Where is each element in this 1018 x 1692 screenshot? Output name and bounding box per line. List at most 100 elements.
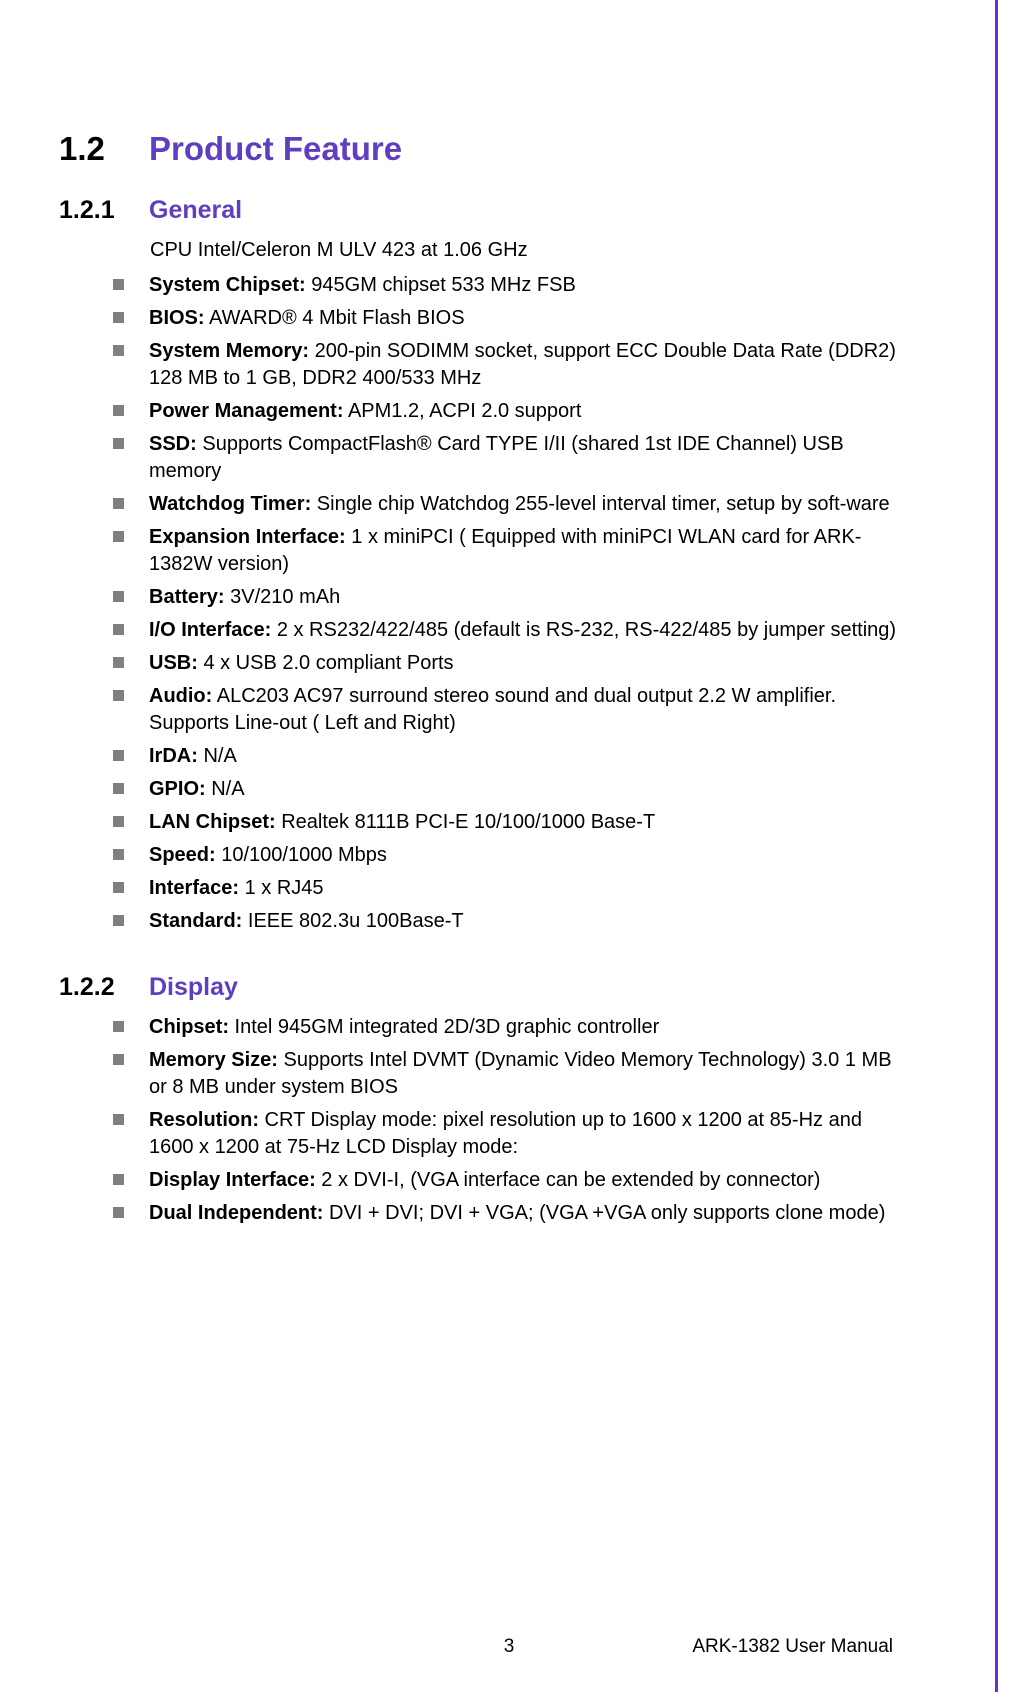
list-item-text: APM1.2, ACPI 2.0 support: [343, 400, 581, 422]
list-item: Memory Size: Supports Intel DVMT (Dynami…: [113, 1047, 910, 1101]
list-item: Audio: ALC203 AC97 surround stereo sound…: [113, 683, 910, 737]
list-item-label: Speed:: [149, 844, 216, 866]
square-bullet-icon: [113, 809, 149, 827]
list-item: Display Interface: 2 x DVI-I, (VGA inter…: [113, 1167, 910, 1194]
list-item-label: Expansion Interface:: [149, 526, 346, 548]
list-item-label: I/O Interface:: [149, 619, 271, 641]
list-item: Speed: 10/100/1000 Mbps: [113, 842, 910, 869]
list-item: Chipset: Intel 945GM integrated 2D/3D gr…: [113, 1014, 910, 1041]
list-item-body: Speed: 10/100/1000 Mbps: [149, 842, 910, 869]
list-item-text: N/A: [198, 745, 237, 767]
list-item: Standard: IEEE 802.3u 100Base-T: [113, 908, 910, 935]
subsection-heading: 1.2.1General: [0, 196, 1018, 225]
list-item: Dual Independent: DVI + DVI; DVI + VGA; …: [113, 1200, 910, 1227]
page: 1.2 Product Feature 1.2.1General CPU Inte…: [0, 0, 1018, 1692]
list-item-label: Display Interface:: [149, 1169, 316, 1191]
list-item-body: Power Management: APM1.2, ACPI 2.0 suppo…: [149, 398, 910, 425]
square-bullet-icon: [113, 875, 149, 893]
square-bullet-icon: [113, 584, 149, 602]
square-bullet-icon: [113, 491, 149, 509]
square-bullet-icon: [113, 683, 149, 701]
list-item-text: Single chip Watchdog 255-level interval …: [311, 493, 889, 515]
list-item-label: Standard:: [149, 910, 242, 932]
list-item-text: 945GM chipset 533 MHz FSB: [306, 274, 576, 296]
page-footer: 3 ARK-1382 User Manual: [0, 1636, 1018, 1664]
list-item: Expansion Interface: 1 x miniPCI ( Equip…: [113, 524, 910, 578]
list-item-body: Display Interface: 2 x DVI-I, (VGA inter…: [149, 1167, 910, 1194]
section-gap: [0, 1233, 1018, 1255]
list-item-text: Intel 945GM integrated 2D/3D graphic con…: [229, 1016, 659, 1038]
list-item-label: USB:: [149, 652, 198, 674]
list-item-label: IrDA:: [149, 745, 198, 767]
list-item-text: Supports CompactFlash® Card TYPE I/II (s…: [149, 433, 844, 482]
list-item-body: IrDA: N/A: [149, 743, 910, 770]
list-item: LAN Chipset: Realtek 8111B PCI-E 10/100/…: [113, 809, 910, 836]
list-item-text: N/A: [206, 778, 245, 800]
list-item: SSD: Supports CompactFlash® Card TYPE I/…: [113, 431, 910, 485]
list-item-text: ALC203 AC97 surround stereo sound and du…: [149, 685, 836, 734]
list-item-label: GPIO:: [149, 778, 206, 800]
list-item: Watchdog Timer: Single chip Watchdog 255…: [113, 491, 910, 518]
list-item-body: Expansion Interface: 1 x miniPCI ( Equip…: [149, 524, 910, 578]
list-item: I/O Interface: 2 x RS232/422/485 (defaul…: [113, 617, 910, 644]
bullet-list: System Chipset: 945GM chipset 533 MHz FS…: [0, 272, 1018, 935]
square-bullet-icon: [113, 338, 149, 356]
list-item-label: Interface:: [149, 877, 239, 899]
list-item-label: Dual Independent:: [149, 1202, 323, 1224]
list-item-label: BIOS:: [149, 307, 205, 329]
subsection-title: General: [149, 196, 242, 225]
list-item-text: 2 x RS232/422/485 (default is RS-232, RS…: [271, 619, 896, 641]
square-bullet-icon: [113, 1167, 149, 1185]
subsection-heading: 1.2.2Display: [0, 973, 1018, 1002]
list-item-label: Battery:: [149, 586, 225, 608]
list-item-body: System Memory: 200-pin SODIMM socket, su…: [149, 338, 910, 392]
list-item-body: GPIO: N/A: [149, 776, 910, 803]
list-item-text: 4 x USB 2.0 compliant Ports: [198, 652, 454, 674]
square-bullet-icon: [113, 1107, 149, 1125]
list-item-label: Watchdog Timer:: [149, 493, 311, 515]
section-title: Product Feature: [149, 130, 402, 168]
list-item-body: Interface: 1 x RJ45: [149, 875, 910, 902]
square-bullet-icon: [113, 431, 149, 449]
list-item-body: Battery: 3V/210 mAh: [149, 584, 910, 611]
square-bullet-icon: [113, 650, 149, 668]
section-heading: 1.2 Product Feature: [0, 130, 1018, 168]
list-item-body: System Chipset: 945GM chipset 533 MHz FS…: [149, 272, 910, 299]
list-item: Resolution: CRT Display mode: pixel reso…: [113, 1107, 910, 1161]
square-bullet-icon: [113, 617, 149, 635]
square-bullet-icon: [113, 908, 149, 926]
list-item: System Chipset: 945GM chipset 533 MHz FS…: [113, 272, 910, 299]
list-item-text: DVI + DVI; DVI + VGA; (VGA +VGA only sup…: [323, 1202, 885, 1224]
list-item-label: Power Management:: [149, 400, 343, 422]
list-item-body: BIOS: AWARD® 4 Mbit Flash BIOS: [149, 305, 910, 332]
square-bullet-icon: [113, 842, 149, 860]
list-item-text: AWARD® 4 Mbit Flash BIOS: [205, 307, 465, 329]
square-bullet-icon: [113, 272, 149, 290]
list-item-label: Resolution:: [149, 1109, 259, 1131]
bullet-list: Chipset: Intel 945GM integrated 2D/3D gr…: [0, 1014, 1018, 1227]
square-bullet-icon: [113, 524, 149, 542]
list-item-text: 2 x DVI-I, (VGA interface can be extende…: [316, 1169, 821, 1191]
subsection-intro: CPU Intel/Celeron M ULV 423 at 1.06 GHz: [0, 237, 1018, 264]
list-item: BIOS: AWARD® 4 Mbit Flash BIOS: [113, 305, 910, 332]
list-item: USB: 4 x USB 2.0 compliant Ports: [113, 650, 910, 677]
square-bullet-icon: [113, 305, 149, 323]
list-item-body: Resolution: CRT Display mode: pixel reso…: [149, 1107, 910, 1161]
list-item-label: LAN Chipset:: [149, 811, 276, 833]
list-item-label: System Memory:: [149, 340, 309, 362]
list-item-text: 1 x RJ45: [239, 877, 323, 899]
list-item-body: SSD: Supports CompactFlash® Card TYPE I/…: [149, 431, 910, 485]
doc-title: ARK-1382 User Manual: [692, 1636, 893, 1658]
list-item-body: Chipset: Intel 945GM integrated 2D/3D gr…: [149, 1014, 910, 1041]
section-gap: [0, 941, 1018, 963]
subsection-number: 1.2.1: [59, 196, 149, 225]
square-bullet-icon: [113, 776, 149, 794]
subsection-number: 1.2.2: [59, 973, 149, 1002]
list-item-body: Memory Size: Supports Intel DVMT (Dynami…: [149, 1047, 910, 1101]
square-bullet-icon: [113, 1200, 149, 1218]
list-item-text: IEEE 802.3u 100Base-T: [242, 910, 463, 932]
list-item-text: Realtek 8111B PCI-E 10/100/1000 Base-T: [276, 811, 655, 833]
list-item-text: 10/100/1000 Mbps: [216, 844, 387, 866]
square-bullet-icon: [113, 1047, 149, 1065]
subsection-title: Display: [149, 973, 238, 1002]
